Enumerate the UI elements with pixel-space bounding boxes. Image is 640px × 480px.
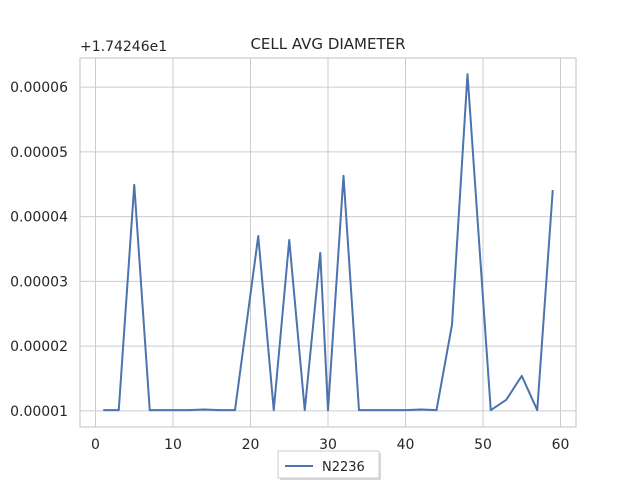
y-tick-label: 0.00002 — [10, 339, 68, 355]
x-tick-label: 60 — [552, 437, 570, 453]
y-tick-label: 0.00004 — [10, 210, 68, 226]
y-tick-label: 0.00005 — [10, 145, 68, 161]
x-tick-label: 10 — [164, 437, 182, 453]
y-axis-ticks: 0.00001 0.00002 0.00003 0.00004 0.00005 0.000… — [10, 80, 68, 420]
x-axis-ticks: 0 10 20 30 40 50 60 — [91, 437, 569, 453]
y-tick-label: 0.00001 — [10, 404, 68, 420]
x-tick-label: 40 — [397, 437, 415, 453]
x-tick-label: 30 — [319, 437, 337, 453]
x-tick-label: 0 — [91, 437, 100, 453]
y-axis-offset-label: +1.74246e1 — [80, 39, 167, 55]
series-layer — [103, 73, 554, 412]
series-line-n2236 — [103, 73, 554, 412]
y-tick-label: 0.00006 — [10, 80, 68, 96]
plot-border — [79, 57, 577, 428]
y-tick-label: 0.00003 — [10, 274, 68, 290]
x-tick-label: 20 — [242, 437, 260, 453]
legend: N2236 — [277, 450, 381, 480]
legend-box — [277, 450, 380, 479]
grid-lines — [80, 58, 576, 427]
x-tick-label: 50 — [474, 437, 492, 453]
plot-frame — [79, 57, 577, 428]
legend-label-n2236: N2236 — [322, 460, 365, 475]
chart-title: CELL AVG DIAMETER — [250, 35, 405, 53]
